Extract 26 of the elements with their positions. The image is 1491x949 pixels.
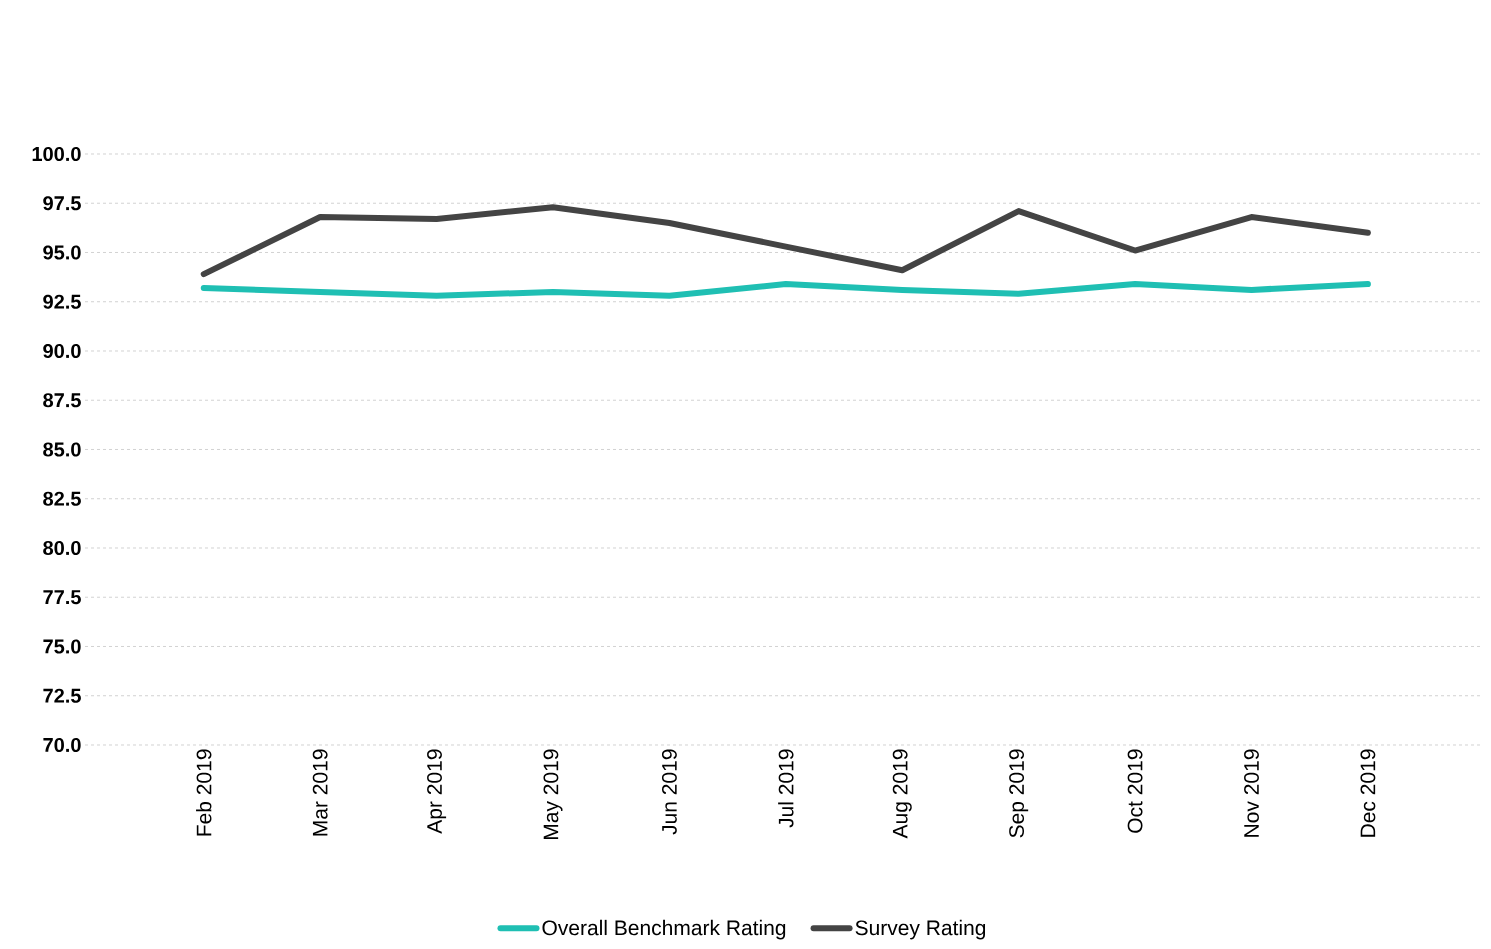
y-tick-label: 77.5: [43, 590, 81, 605]
x-tick-label: Sep 2019: [1009, 749, 1029, 838]
y-tick-label: 75.0: [43, 639, 81, 654]
y-tick-label: 97.5: [43, 196, 81, 211]
legend-label: Overall Benchmark Rating: [542, 919, 786, 940]
x-tick-label: Feb 2019: [196, 749, 212, 836]
x-tick-label: Jun 2019: [661, 749, 677, 835]
x-tick-label: Oct 2019: [1127, 749, 1143, 833]
y-tick-label: 95.0: [43, 245, 81, 260]
y-tick-label: 90.0: [43, 343, 81, 359]
y-tick-label: 70.0: [43, 737, 81, 753]
x-tick-label: Mar 2019: [312, 749, 328, 836]
y-tick-label: 82.5: [43, 491, 81, 506]
legend-label: Survey Rating: [855, 919, 986, 940]
y-tick-label: 100.0: [32, 146, 81, 162]
y-tick-label: 92.5: [43, 294, 81, 309]
y-tick-label: 80.0: [43, 540, 81, 556]
x-tick-label: Apr 2019: [427, 749, 447, 834]
x-tick-label: Jul 2019: [778, 749, 794, 828]
x-tick-label: Aug 2019: [892, 749, 912, 839]
y-tick-label: 72.5: [43, 688, 81, 703]
x-tick-label: Dec 2019: [1360, 749, 1376, 837]
x-tick-label: May 2019: [543, 749, 563, 840]
y-tick-label: 85.0: [43, 442, 81, 457]
x-tick-label: Nov 2019: [1244, 749, 1259, 837]
y-tick-label: 87.5: [43, 393, 81, 408]
